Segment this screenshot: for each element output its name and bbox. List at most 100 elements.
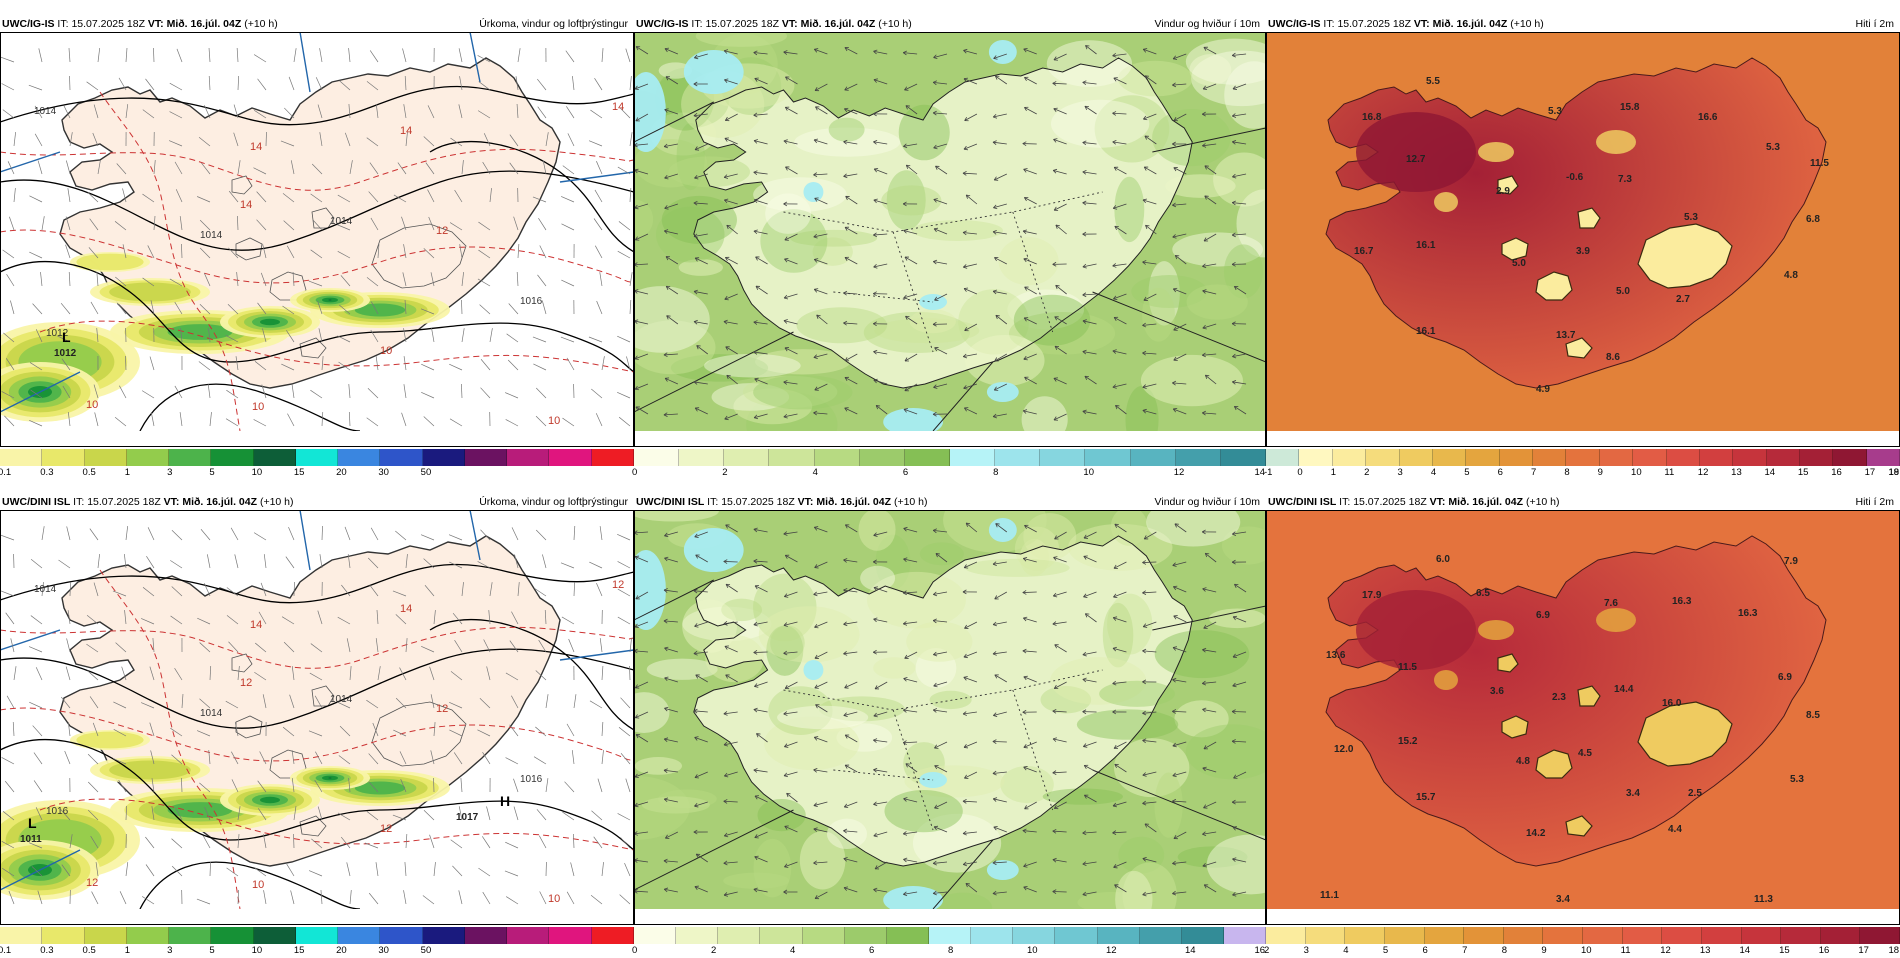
colorbar-tick-label: 5 bbox=[1383, 945, 1388, 956]
it-label: IT: bbox=[707, 496, 718, 508]
colorbar-swatch bbox=[338, 927, 380, 944]
colorbar-tick-label: 15 bbox=[294, 467, 305, 478]
colorbar-swatch bbox=[1466, 449, 1499, 466]
wind-panel-dini: UWC/DINI ISL IT: 15.07.2025 18Z VT: Mið.… bbox=[634, 494, 1266, 950]
colorbar-tick-label: 6 bbox=[869, 945, 874, 956]
colorbar-swatch bbox=[995, 449, 1040, 466]
temperature-value: 4.8 bbox=[1516, 756, 1530, 767]
colorbar-swatch bbox=[1742, 927, 1782, 944]
colorbar-swatch bbox=[1533, 449, 1566, 466]
product-name: Vindur og hviður í 10m bbox=[1155, 16, 1260, 32]
model-name: UWC/DINI ISL bbox=[2, 496, 70, 508]
colorbar-swatch bbox=[1464, 927, 1504, 944]
colorbar-swatch bbox=[380, 449, 422, 466]
colorbar-swatch bbox=[169, 927, 211, 944]
temp-panel-ig: UWC/IG-IS IT: 15.07.2025 18Z VT: Mið. 16… bbox=[1266, 16, 1900, 482]
low-pressure-value: 1012 bbox=[54, 348, 77, 359]
map-area bbox=[634, 510, 1266, 909]
isobar-label: 1014 bbox=[34, 106, 57, 117]
colorbar-tick-label: 12 bbox=[1174, 467, 1185, 478]
wind-arrow-head bbox=[755, 856, 759, 857]
wind-arrow-head bbox=[934, 826, 938, 827]
colorbar-swatch bbox=[211, 927, 253, 944]
colorbar-swatch bbox=[1306, 927, 1346, 944]
it-label: IT: bbox=[57, 18, 68, 30]
colorbar-swatch bbox=[1385, 927, 1425, 944]
contour-label: 10 bbox=[548, 893, 560, 905]
wind-speed-patch bbox=[635, 757, 682, 775]
temperature-value: 14.4 bbox=[1614, 684, 1634, 695]
colorbar-tick-label: 10 bbox=[1083, 467, 1094, 478]
temperature-value: 2.9 bbox=[1496, 186, 1510, 197]
wind-speed-patch bbox=[827, 819, 867, 849]
temperature-value: 6.8 bbox=[1806, 214, 1820, 225]
map-svg: 10141014101410121016141414121010101014L1… bbox=[0, 32, 634, 431]
colorbar-swatch bbox=[1182, 927, 1224, 944]
colorbar-tick-label: 9 bbox=[1541, 945, 1546, 956]
colorbar-tick-label: 0.1 bbox=[0, 467, 11, 478]
temperature-value: 8.5 bbox=[1806, 710, 1820, 721]
wind-arrow-head bbox=[815, 627, 819, 628]
temperature-value: 11.3 bbox=[1754, 894, 1773, 905]
temperature-value: 14.2 bbox=[1526, 828, 1546, 839]
wind-speed-patch bbox=[999, 237, 1059, 285]
wind-arrow-head bbox=[725, 299, 729, 300]
colorbar-swatch bbox=[1221, 449, 1266, 466]
colorbar-tick-label: 0.5 bbox=[83, 945, 96, 956]
temperature-value: 12.0 bbox=[1334, 744, 1354, 755]
colorbar bbox=[1266, 449, 1900, 466]
wind-arrow-head bbox=[1173, 586, 1177, 587]
colorbar-tick-label: 16 bbox=[1819, 945, 1830, 956]
cold-area bbox=[1478, 620, 1514, 640]
isobar-label: 1014 bbox=[34, 584, 57, 595]
colorbar bbox=[634, 927, 1266, 944]
temperature-value: 8.6 bbox=[1606, 352, 1620, 363]
colorbar-swatch bbox=[1055, 927, 1097, 944]
low-pressure-letter: L bbox=[62, 329, 71, 345]
temperature-value: 4.4 bbox=[1668, 824, 1682, 835]
temperature-value: 6.9 bbox=[1778, 672, 1792, 683]
wind-speed-patch bbox=[858, 510, 895, 551]
wind-arrow-head bbox=[1024, 258, 1028, 259]
contour-label: 10 bbox=[380, 345, 392, 357]
colorbar-tick-label: 30 bbox=[378, 945, 389, 956]
model-name: UWC/IG-IS bbox=[1268, 18, 1321, 30]
wind-speed-patch bbox=[723, 873, 789, 889]
colorbar-swatch bbox=[1543, 927, 1583, 944]
wind-speed-patch bbox=[873, 657, 915, 678]
it-label: IT: bbox=[1339, 496, 1350, 508]
wind-speed-patch bbox=[1141, 355, 1243, 406]
colorbar-tick-label: 17 bbox=[1865, 467, 1876, 478]
colorbar-swatch bbox=[1433, 449, 1466, 466]
colorbar-swatch bbox=[1176, 449, 1221, 466]
colorbar-tick-label: 6 bbox=[903, 467, 908, 478]
colorbar-tick-label: 3 bbox=[1304, 945, 1309, 956]
colorbar-swatch bbox=[549, 927, 591, 944]
lead-time: (+10 h) bbox=[1510, 18, 1544, 30]
model-name: UWC/DINI ISL bbox=[1268, 496, 1336, 508]
colorbar-swatch bbox=[1867, 449, 1900, 466]
wind-arrow-head bbox=[964, 149, 968, 150]
valid-time: Mið. 16.júl. 04Z bbox=[801, 18, 876, 30]
colorbar-tick-label: 8 bbox=[1502, 945, 1507, 956]
colorbar-swatch bbox=[845, 927, 887, 944]
wind-speed-patch bbox=[1077, 709, 1178, 739]
temperature-value: 7.3 bbox=[1618, 174, 1632, 185]
colorbar-swatch bbox=[1366, 449, 1399, 466]
model-name: UWC/DINI ISL bbox=[636, 496, 704, 508]
colorbar-tick-label: 6 bbox=[1498, 467, 1503, 478]
precip-area bbox=[328, 300, 331, 301]
colorbar-tick-label: 2 bbox=[711, 945, 716, 956]
colorbar-tick-label: 4 bbox=[813, 467, 818, 478]
contour-label: 14 bbox=[250, 141, 262, 153]
colorbar-swatch bbox=[1781, 927, 1821, 944]
precip-panel-ig: UWC/IG-IS IT: 15.07.2025 18Z VT: Mið. 16… bbox=[0, 16, 634, 482]
colorbar-swatch bbox=[0, 927, 42, 944]
colorbar-tick-label: 0.1 bbox=[0, 945, 11, 956]
colorbar bbox=[634, 449, 1266, 466]
init-time: 15.07.2025 18Z bbox=[721, 496, 795, 508]
